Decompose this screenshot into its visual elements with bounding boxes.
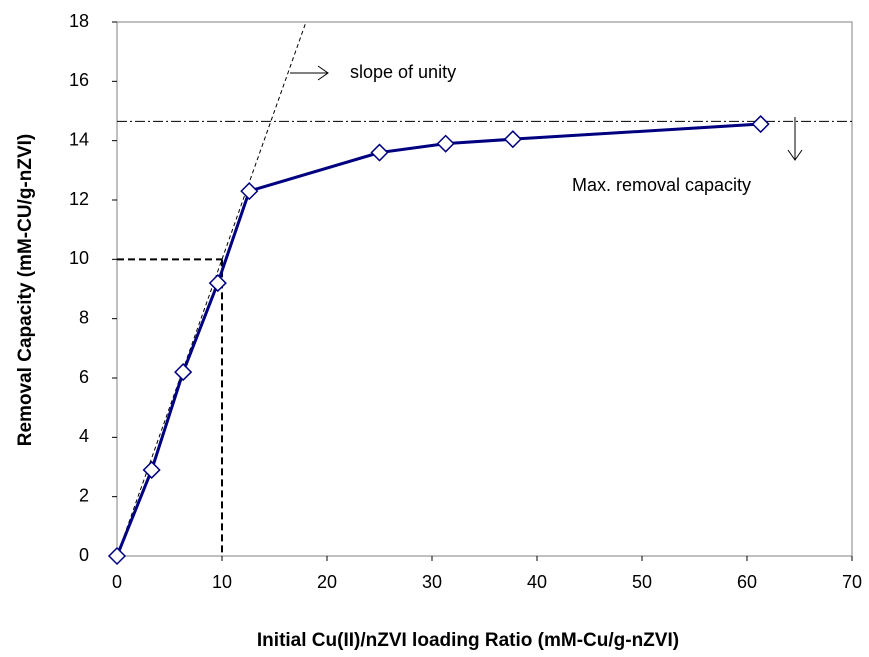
y-tick-label: 16 <box>69 70 89 90</box>
unity-line <box>116 21 307 557</box>
x-tick-label: 0 <box>112 572 122 592</box>
y-axis-title: Removal Capacity (mM-CU/g-nZVI) <box>15 134 36 446</box>
annotation-arrowhead <box>317 65 329 81</box>
data-marker <box>208 274 227 293</box>
x-tick-label: 40 <box>527 572 547 592</box>
x-tick-label: 70 <box>842 572 862 592</box>
y-tick-label: 8 <box>79 307 89 327</box>
x-axis-title: Initial Cu(II)/nZVI loading Ratio (mM-Cu… <box>257 630 679 651</box>
y-tick-label: 14 <box>69 129 89 149</box>
data-marker <box>142 460 161 480</box>
data-marker <box>174 363 193 382</box>
x-tick-label: 50 <box>632 572 652 592</box>
data-marker <box>240 182 259 201</box>
y-tick-label: 10 <box>69 248 89 268</box>
x-tick-label: 60 <box>737 572 757 592</box>
annotation: slope of unity <box>350 62 456 82</box>
data-marker <box>751 114 770 134</box>
y-tick-label: 12 <box>69 189 89 209</box>
y-tick-label: 6 <box>79 367 89 387</box>
y-tick-label: 18 <box>69 11 89 31</box>
plot-frame <box>116 21 853 557</box>
x-tick-label: 30 <box>422 572 442 592</box>
data-marker <box>436 134 455 153</box>
data-marker <box>503 130 522 149</box>
data-marker <box>107 546 127 566</box>
annotation-arrowhead <box>787 149 803 161</box>
y-tick-label: 4 <box>79 426 89 446</box>
y-tick-label: 0 <box>79 545 89 565</box>
annotation: Max. removal capacity <box>572 175 751 195</box>
y-tick-label: 2 <box>79 485 89 505</box>
data-marker <box>370 143 389 162</box>
x-tick-label: 10 <box>212 572 232 592</box>
x-tick-label: 20 <box>317 572 337 592</box>
